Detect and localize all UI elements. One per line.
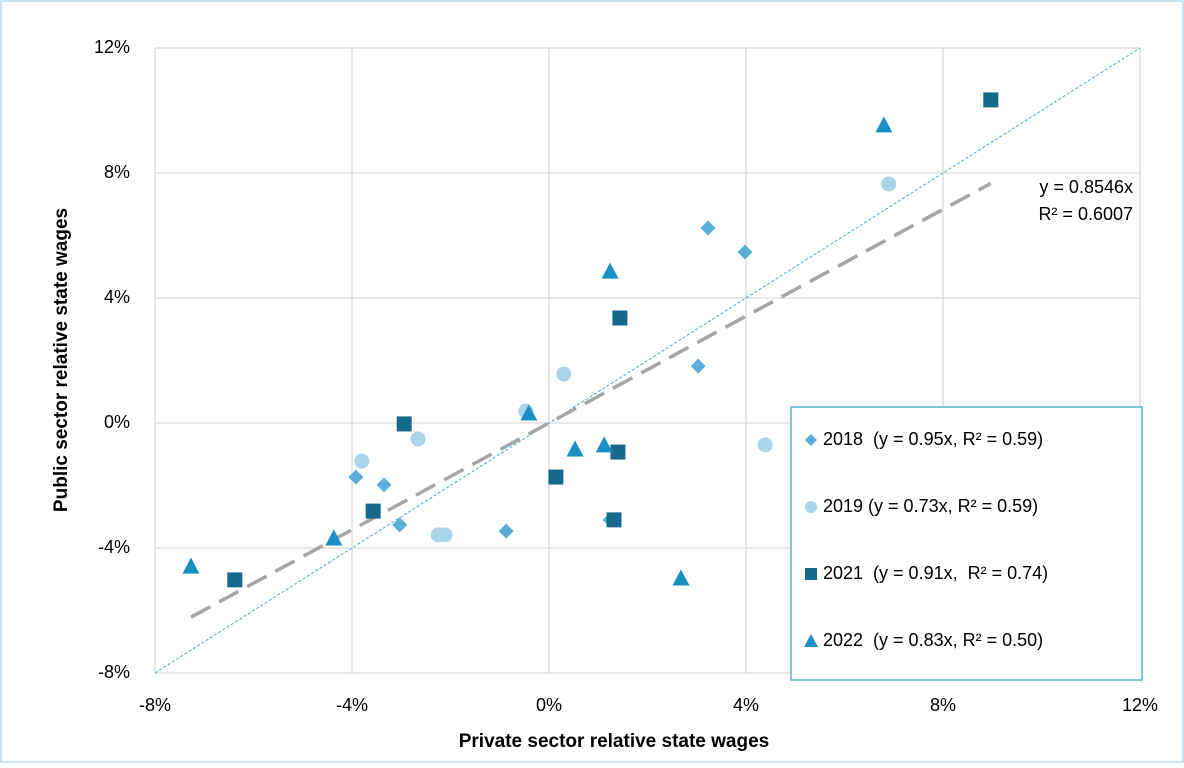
- x-tick-label: 8%: [930, 695, 956, 715]
- point: [606, 512, 622, 528]
- legend-label: 2018 (y = 0.95x, R² = 0.59): [823, 429, 1043, 449]
- legend-label: 2021 (y = 0.91x, R² = 0.74): [823, 563, 1048, 583]
- point: [396, 416, 412, 432]
- y-tick-label: 8%: [104, 162, 130, 182]
- legend-box: [790, 406, 1143, 681]
- y-tick-label: 4%: [104, 287, 130, 307]
- point: [365, 503, 381, 519]
- y-tick-label: -4%: [98, 537, 130, 557]
- x-tick-label: -4%: [336, 695, 368, 715]
- point: [410, 431, 426, 447]
- point: [690, 358, 706, 374]
- point: [737, 244, 753, 260]
- point: [875, 116, 893, 133]
- point: [700, 220, 716, 236]
- point: [498, 523, 514, 539]
- point: [376, 477, 392, 493]
- x-tick-label: -8%: [139, 695, 171, 715]
- x-tick-label: 4%: [733, 695, 759, 715]
- y-tick-label: 12%: [94, 37, 130, 57]
- point: [612, 310, 628, 326]
- point: [392, 517, 408, 533]
- point: [520, 404, 538, 421]
- point: [566, 440, 584, 457]
- point: [437, 527, 453, 543]
- point: [354, 453, 370, 469]
- point: [672, 569, 690, 586]
- legend-label: 2022 (y = 0.83x, R² = 0.50): [823, 630, 1043, 650]
- legend-label: 2019 (y = 0.73x, R² = 0.59): [823, 496, 1038, 516]
- point: [757, 437, 773, 453]
- point: [610, 444, 626, 460]
- trendline-label: R² = 0.6007: [1038, 204, 1133, 224]
- y-tick-label: 0%: [104, 412, 130, 432]
- x-tick-label: 0%: [536, 695, 562, 715]
- point: [556, 366, 572, 382]
- point: [348, 469, 364, 485]
- point: [601, 262, 619, 279]
- y-tick-label: -8%: [98, 662, 130, 682]
- legend-marker: [805, 501, 817, 513]
- point: [983, 92, 999, 108]
- identity-line: [154, 47, 1141, 674]
- y-axis-title: Public sector relative state wages: [51, 208, 72, 512]
- point: [227, 572, 243, 588]
- point: [548, 469, 564, 485]
- point: [182, 557, 200, 574]
- legend-marker: [804, 634, 818, 647]
- point: [881, 176, 897, 192]
- point: [595, 436, 613, 453]
- legend-marker: [805, 568, 817, 580]
- x-axis-title: Private sector relative state wages: [459, 731, 770, 752]
- point: [325, 529, 343, 546]
- trendline-label: y = 0.8546x: [1039, 177, 1133, 197]
- trendline: [190, 181, 992, 619]
- legend-marker: [805, 434, 817, 446]
- x-tick-label: 12%: [1122, 695, 1158, 715]
